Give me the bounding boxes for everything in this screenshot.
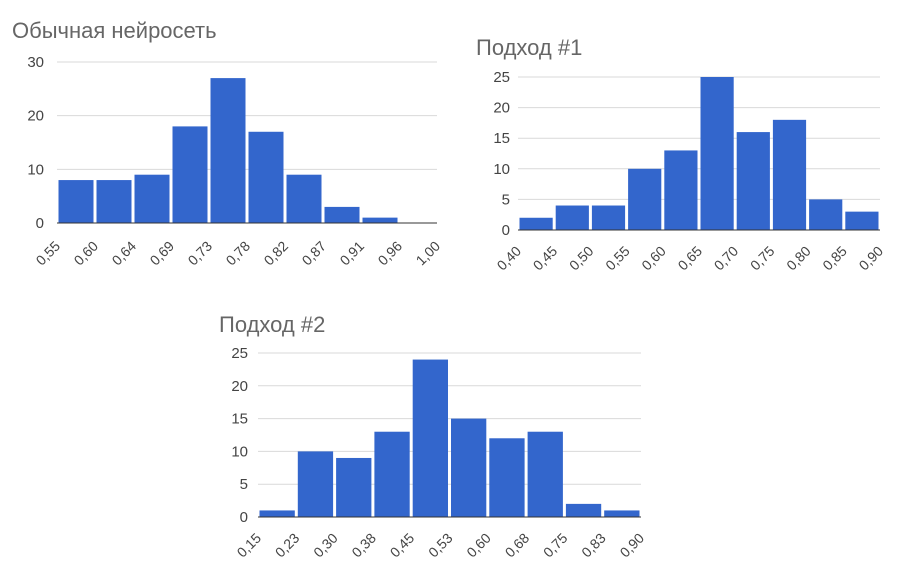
x-tick-label: 0,90	[856, 243, 887, 274]
x-tick-label: 0,75	[747, 243, 778, 274]
histogram-bar	[248, 131, 284, 223]
x-tick-label: 0,40	[494, 243, 525, 274]
histogram-bar	[555, 205, 589, 230]
chart-normal-network: Обычная нейросеть 0 10 20 30 0,55 0,60 0,64 0,69…	[12, 18, 443, 268]
histogram-bar	[809, 199, 843, 230]
histogram-bar	[604, 510, 640, 517]
histogram-bar	[519, 217, 553, 230]
x-tick-label: 0,85	[819, 243, 850, 274]
x-tick-label: 0,69	[147, 238, 178, 269]
chart-title: Подход #1	[476, 35, 582, 60]
y-tick-label: 0	[502, 222, 510, 239]
y-tick-label: 10	[231, 443, 248, 460]
y-tick-label: 15	[231, 411, 248, 428]
x-tick-label: 0,83	[578, 530, 609, 561]
histogram-bar	[628, 168, 662, 230]
histogram-bar	[845, 211, 879, 230]
histogram-bar	[565, 503, 602, 517]
x-tick-label: 0,68	[502, 530, 533, 561]
y-tick-label: 10	[493, 161, 510, 178]
y-tick-label: 20	[27, 108, 44, 125]
y-tick-label: 5	[502, 191, 510, 208]
y-tick-label: 20	[493, 100, 510, 117]
chart-title: Подход #2	[219, 312, 325, 337]
x-tick-label: 0,82	[261, 238, 292, 269]
chart-title: Обычная нейросеть	[12, 18, 217, 43]
x-tick-label: 0,45	[530, 243, 561, 274]
histogram-bar	[336, 457, 372, 517]
histogram-bar	[324, 206, 360, 223]
y-tick-label: 25	[231, 345, 248, 362]
y-tick-label: 20	[231, 378, 248, 395]
histogram-bar	[700, 77, 734, 230]
x-tick-label: 0,50	[566, 243, 597, 274]
x-tick-label: 0,73	[185, 238, 216, 269]
x-tick-label: 0,15	[234, 530, 265, 561]
x-tick-label: 0,75	[540, 530, 571, 561]
histogram-bar	[134, 174, 170, 223]
histogram-bar	[172, 126, 208, 223]
y-tick-label: 0	[36, 215, 44, 232]
histogram-bar	[286, 174, 322, 223]
x-tick-label: 1,00	[413, 238, 444, 269]
x-tick-label: 0,55	[33, 238, 64, 269]
histogram-bar	[412, 359, 448, 517]
histogram-bar	[451, 418, 487, 517]
x-tick-label: 0,53	[425, 530, 456, 561]
x-tick-label: 0,96	[375, 238, 406, 269]
histogram-bar	[374, 431, 410, 517]
x-tick-label: 0,45	[387, 530, 418, 561]
x-tick-label: 0,23	[272, 530, 303, 561]
y-tick-label: 25	[493, 69, 510, 86]
histogram-bar	[664, 150, 698, 230]
histogram-bar	[210, 78, 246, 223]
histogram-bar	[772, 119, 807, 230]
y-tick-label: 10	[27, 161, 44, 178]
histogram-bar	[58, 180, 94, 223]
histogram-bar	[297, 451, 334, 517]
x-tick-label: 0,60	[71, 238, 102, 269]
x-tick-label: 0,90	[617, 530, 648, 561]
x-tick-label: 0,38	[348, 530, 379, 561]
histogram-bar	[591, 205, 626, 230]
x-tick-label: 0,70	[711, 243, 742, 274]
x-tick-label: 0,64	[109, 238, 140, 269]
x-tick-label: 0,60	[463, 530, 494, 561]
y-tick-label: 5	[240, 476, 248, 493]
x-tick-label: 0,87	[299, 238, 330, 269]
x-tick-label: 0,55	[602, 243, 633, 274]
y-tick-label: 0	[240, 509, 248, 526]
histogram-bar	[527, 431, 563, 517]
x-tick-label: 0,80	[783, 243, 814, 274]
histogram-bar	[362, 217, 398, 223]
x-tick-label: 0,60	[638, 243, 669, 274]
x-tick-label: 0,30	[310, 530, 341, 561]
y-tick-label: 30	[27, 54, 44, 71]
x-tick-label: 0,65	[675, 243, 706, 274]
histogram-bar	[96, 180, 132, 223]
y-tick-label: 15	[493, 130, 510, 147]
histogram-bar	[736, 132, 770, 230]
histogram-bar	[489, 438, 525, 517]
histogram-bar	[259, 510, 295, 517]
x-tick-label: 0,91	[337, 238, 368, 269]
x-tick-label: 0,78	[223, 238, 254, 269]
